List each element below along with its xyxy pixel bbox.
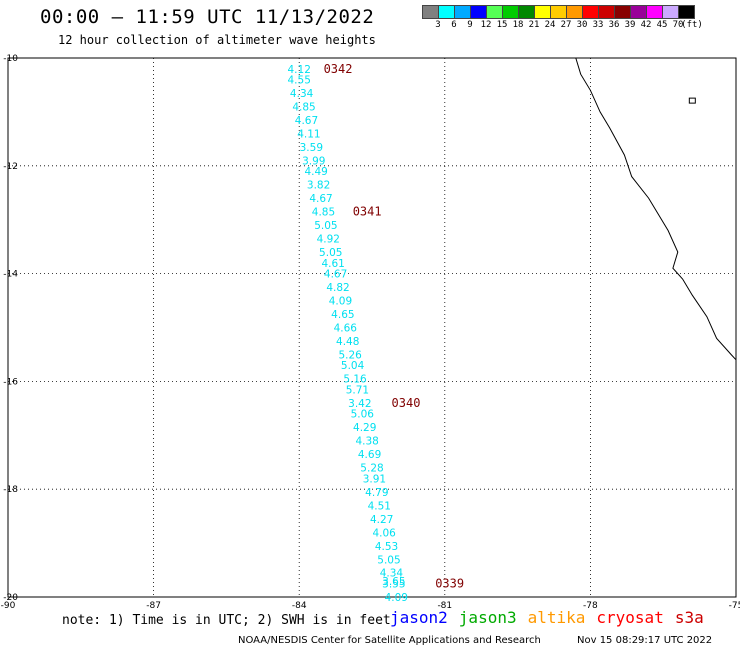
wave-height-value: 5.28 — [360, 463, 383, 475]
scale-label: 21 — [528, 20, 540, 30]
satellite-legend: jason2 jason3 altika cryosat s3a — [390, 608, 715, 627]
lon-tick-label: -87 — [146, 601, 161, 611]
wave-height-value: 4.55 — [288, 75, 311, 87]
map-subtitle: 12 hour collection of altimeter wave hei… — [58, 33, 376, 47]
wave-height-value: 4.69 — [358, 449, 381, 461]
wave-height-value: 3.91 — [363, 473, 386, 485]
coastline — [575, 57, 737, 361]
wave-height-value: 4.85 — [292, 102, 315, 114]
scale-label: 12 — [480, 20, 492, 30]
wave-height-value: 5.05 — [319, 247, 342, 259]
map-title: 00:00 – 11:59 UTC 11/13/2022 — [40, 6, 375, 28]
lat-tick-label: -14 — [3, 270, 18, 280]
wave-height-value: 4.12 — [288, 64, 311, 76]
wave-height-value: 4.82 — [326, 282, 349, 294]
satellite-legend-item: altika — [527, 608, 586, 627]
lat-tick-label: -16 — [3, 377, 18, 387]
lon-tick-label: -90 — [1, 601, 16, 611]
wave-height-value: 4.29 — [353, 422, 376, 434]
wave-height-value: 3.42 — [348, 398, 371, 410]
units-note: note: 1) Time is in UTC; 2) SWH is in fe… — [62, 613, 391, 628]
pass-time-label: 0341 — [353, 205, 382, 219]
scale-label: 9 — [467, 20, 473, 30]
wave-height-value: 4.53 — [375, 541, 398, 553]
wave-height-value: 3.65 — [382, 576, 405, 588]
scale-label: 15 — [496, 20, 508, 30]
scale-label: 18 — [512, 20, 524, 30]
lat-tick-label: -10 — [3, 54, 18, 64]
scale-label: 24 — [544, 20, 556, 30]
lon-tick-label: -78 — [583, 601, 598, 611]
satellite-legend-item: s3a — [674, 608, 704, 627]
lat-tick-label: -20 — [3, 593, 18, 603]
lat-tick-label: -12 — [3, 162, 18, 172]
wave-height-value: 4.34 — [380, 568, 404, 580]
generated-timestamp: Nov 15 08:29:17 UTC 2022 — [577, 635, 713, 646]
pass-time-label: 0342 — [324, 62, 353, 76]
wave-height-value: 4.11 — [297, 128, 320, 140]
scale-label: 27 — [560, 20, 572, 30]
wave-height-color-scale — [422, 5, 695, 19]
scale-label: 33 — [592, 20, 604, 30]
wave-height-value: 4.67 — [295, 115, 318, 127]
wave-height-value: 4.38 — [355, 436, 378, 448]
wave-height-value: 4.09 — [329, 296, 352, 308]
wave-height-value: 4.49 — [304, 166, 327, 178]
wave-height-value: 5.71 — [346, 384, 369, 396]
wave-height-value: 4.85 — [312, 207, 335, 219]
scale-label: 45 — [656, 20, 668, 30]
wave-height-value: 4.67 — [324, 269, 347, 281]
pass-time-label: 0340 — [392, 396, 421, 410]
wave-height-value: 3.59 — [300, 142, 323, 154]
lon-tick-label: -84 — [292, 601, 307, 611]
scale-label: 3 — [435, 20, 441, 30]
wave-height-value: 3.99 — [302, 155, 325, 167]
wave-height-value: 5.06 — [351, 409, 375, 421]
lon-tick-label: -75 — [729, 601, 740, 611]
scale-label: 39 — [624, 20, 636, 30]
scale-unit: (ft) — [681, 20, 703, 30]
wave-height-value: 4.06 — [372, 527, 396, 539]
wave-height-value: 5.05 — [314, 220, 337, 232]
wave-height-value: 4.27 — [370, 514, 393, 526]
satellite-legend-item: cryosat — [596, 608, 664, 627]
wave-height-value: 4.48 — [336, 336, 359, 348]
wave-height-value: 4.61 — [321, 258, 344, 270]
wave-height-value: 5.26 — [338, 349, 362, 361]
scale-label: 36 — [608, 20, 620, 30]
wave-height-value: 5.05 — [377, 554, 400, 566]
wave-height-value: 5.04 — [341, 360, 365, 372]
lon-tick-label: -81 — [437, 601, 452, 611]
wave-height-value: 4.79 — [365, 487, 388, 499]
wave-height-value: 4.67 — [309, 193, 332, 205]
wave-height-value: 4.65 — [331, 309, 354, 321]
wave-height-value: 4.51 — [368, 500, 391, 512]
satellite-legend-item: jason3 — [458, 608, 517, 627]
wave-height-value: 4.92 — [317, 234, 340, 246]
island — [688, 97, 696, 104]
wave-height-value: 4.66 — [334, 323, 358, 335]
lat-tick-label: -18 — [3, 485, 18, 495]
wave-height-value: 4.09 — [385, 592, 408, 604]
credit-line: NOAA/NESDIS Center for Satellite Applica… — [238, 635, 541, 646]
satellite-legend-item: jason2 — [390, 608, 448, 627]
scale-label: 70 — [672, 20, 684, 30]
scale-label: 30 — [576, 20, 588, 30]
pass-time-label: 0339 — [435, 577, 464, 591]
scale-swatch — [678, 5, 695, 19]
scale-label: 42 — [640, 20, 652, 30]
wave-height-value: 5.16 — [343, 374, 367, 386]
wave-height-value: 4.34 — [290, 88, 314, 100]
scale-label: 6 — [451, 20, 457, 30]
wave-height-value: 3.55 — [382, 579, 405, 591]
wave-height-value: 3.82 — [307, 180, 330, 192]
